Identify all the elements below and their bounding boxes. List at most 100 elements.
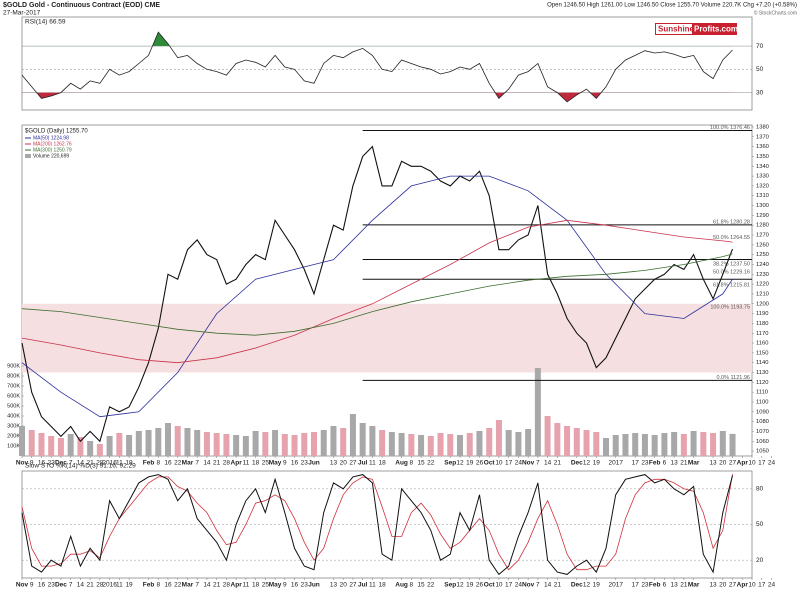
y-tick-label: 1080 <box>756 419 769 425</box>
x-tick-label: Sep <box>444 582 456 589</box>
header-date: 27-Mar-2017 <box>3 10 41 17</box>
x-tick-label: 14 <box>544 582 552 589</box>
x-tick-label: 22 <box>174 582 182 589</box>
y-tick-label: 1330 <box>756 174 769 180</box>
volume-bar <box>719 431 726 456</box>
x-tick-label: 13 <box>671 460 679 467</box>
logo-inner <box>656 24 692 34</box>
x-tick-label: 7 <box>195 582 199 589</box>
volume-bar <box>174 426 181 456</box>
price-line <box>21 145 734 443</box>
volume-bar <box>515 432 522 456</box>
x-tick-label: 16 <box>164 582 172 589</box>
volume-bar <box>427 436 434 456</box>
legend-title: $GOLD (Daily) 1255.70 <box>25 129 88 135</box>
x-tick-label: Aug <box>395 460 408 467</box>
x-tick-label: May <box>269 582 282 589</box>
fib-label: 100.0% 1193.75 <box>710 304 750 310</box>
x-tick-label: 14 <box>77 460 85 467</box>
volume-tick-label: 400K <box>7 413 20 419</box>
volume-bar <box>28 430 35 456</box>
x-tick-label: 18 <box>252 582 260 589</box>
volume-bar <box>603 438 609 456</box>
volume-bar <box>457 435 463 456</box>
x-tick-label: 10 <box>495 582 503 589</box>
legend-swatch <box>25 154 31 158</box>
volume-bar <box>340 428 347 456</box>
x-tick-label: Apr <box>231 582 243 589</box>
x-tick-label: 7 <box>69 582 73 589</box>
x-tick-label: Jun <box>308 582 320 589</box>
x-tick-label: 20 <box>719 460 727 467</box>
x-tick-label: Dec <box>571 582 583 589</box>
y-tick-label: 1220 <box>756 282 769 288</box>
x-tick-label: 9 <box>30 582 34 589</box>
x-tick-label: Nov <box>522 582 535 589</box>
x-tick-label: 20 <box>340 460 348 467</box>
x-tick-label: 16 <box>291 582 299 589</box>
x-tick-label: 7 <box>69 460 73 467</box>
x-tick-label: 8 <box>410 582 414 589</box>
x-tick-label: Oct <box>484 460 496 467</box>
x-tick-label: 14 <box>203 582 211 589</box>
volume-bar <box>349 414 356 456</box>
x-tick-label: 11 <box>369 460 376 467</box>
x-tick-label: 12 <box>583 582 591 589</box>
copyright: © StockCharts.com <box>754 9 797 16</box>
header-title: $GOLD Gold - Continuous Contract (EOD) C… <box>3 2 160 9</box>
x-tick-label: 17 <box>632 582 640 589</box>
price-frame <box>21 124 753 457</box>
x-tick-label: Jul <box>358 460 368 467</box>
x-tick-label: 13 <box>709 582 717 589</box>
x-tick-label: 21 <box>213 582 221 589</box>
x-tick-label: 24 <box>515 460 523 467</box>
x-tick-label: Apr <box>737 460 749 467</box>
volume-bar <box>213 433 220 456</box>
volume-bar <box>369 426 376 456</box>
x-tick-label: 12 <box>456 460 464 467</box>
y-tick-label: 1100 <box>756 400 768 406</box>
volume-bar <box>291 435 298 456</box>
y-tick-label: 1110 <box>756 390 768 396</box>
x-tick-label: 16 <box>38 582 46 589</box>
fib-label: 50.0% 1229.16 <box>713 270 750 276</box>
volume-bar <box>593 432 600 456</box>
x-tick-label: 17 <box>758 460 766 467</box>
y-tick-label: 70 <box>756 43 764 50</box>
x-tick-label: 2016 <box>102 460 117 467</box>
y-tick-label: 1240 <box>756 262 769 268</box>
x-tick-label: 20 <box>340 582 348 589</box>
x-tick-label: 19 <box>125 582 133 589</box>
x-tick-label: Oct <box>484 582 496 589</box>
x-tick-label: Mar <box>688 460 700 467</box>
legend-label: Volume 220,699 <box>33 153 69 159</box>
volume-bar <box>388 432 395 456</box>
volume-bar <box>573 428 580 456</box>
x-tick-label: 10 <box>748 460 756 467</box>
fib-label: 50.0% 1264.55 <box>713 235 750 241</box>
x-tick-label: 8 <box>156 460 160 467</box>
volume-bar <box>194 430 201 456</box>
x-tick-label: 18 <box>379 460 387 467</box>
y-tick-label: 1170 <box>756 331 768 337</box>
y-tick-label: 1300 <box>756 203 769 209</box>
x-tick-label: 16 <box>291 460 299 467</box>
y-tick-label: 1050 <box>756 449 769 455</box>
y-tick-label: 1360 <box>756 144 769 150</box>
x-tick-label: 21 <box>87 582 95 589</box>
x-tick-label: 17 <box>632 460 640 467</box>
x-tick-label: 13 <box>671 582 679 589</box>
x-tick-label: 19 <box>466 582 474 589</box>
volume-bar <box>651 435 658 456</box>
y-tick-label: 1140 <box>756 360 768 366</box>
volume-bar <box>262 432 269 456</box>
y-tick-label: 1280 <box>756 223 769 229</box>
y-tick-label: 1070 <box>756 429 769 435</box>
moving-average <box>21 253 733 336</box>
fib-label: 0.0% 1121.96 <box>716 375 750 381</box>
x-tick-label: Dec <box>571 460 583 467</box>
legend-label: MA(300) 1250.79 <box>33 147 72 153</box>
x-tick-label: 12 <box>583 460 591 467</box>
volume-tick-label: 700K <box>7 383 20 389</box>
